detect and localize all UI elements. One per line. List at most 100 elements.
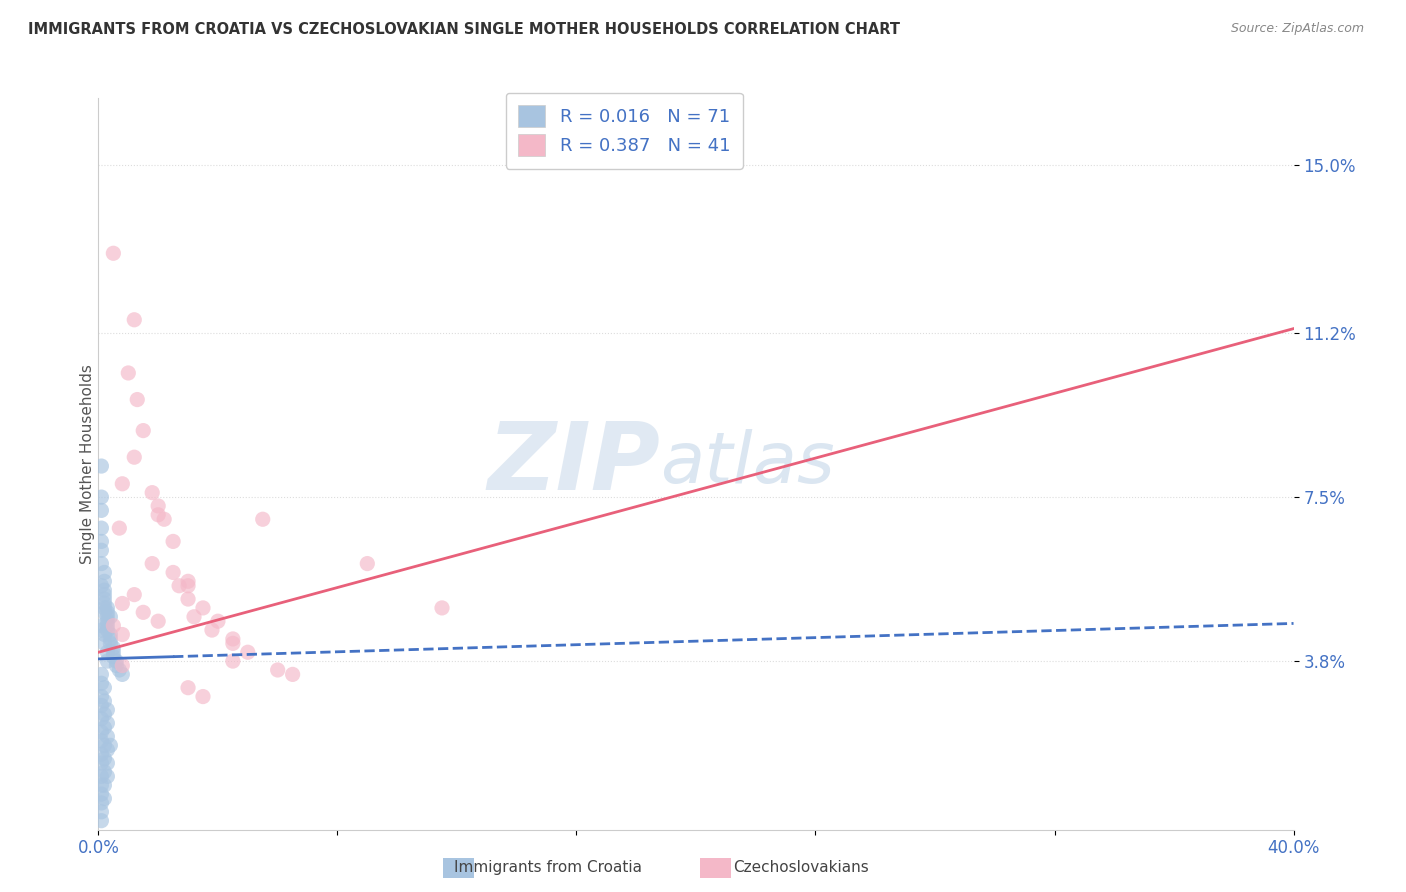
Point xyxy=(108,663,131,677)
Point xyxy=(281,667,304,681)
Point xyxy=(90,667,112,681)
Point xyxy=(117,366,139,380)
Point xyxy=(96,609,118,624)
Point xyxy=(90,787,112,801)
Point xyxy=(90,676,112,690)
Point xyxy=(93,791,115,805)
Point xyxy=(90,690,112,704)
Point xyxy=(96,730,118,744)
Point xyxy=(90,698,112,713)
Point xyxy=(93,574,115,589)
Point xyxy=(93,681,115,695)
Point xyxy=(96,614,118,628)
Point xyxy=(90,534,112,549)
Point xyxy=(90,579,112,593)
Point xyxy=(177,592,200,607)
Point xyxy=(93,566,115,580)
Point xyxy=(90,712,112,726)
Point xyxy=(93,739,115,753)
Point xyxy=(132,424,155,438)
Point xyxy=(90,503,112,517)
Point xyxy=(108,521,131,535)
Point xyxy=(96,601,118,615)
Point xyxy=(148,508,170,522)
Point xyxy=(96,716,118,731)
Point xyxy=(96,645,118,659)
Point xyxy=(207,614,229,628)
Point xyxy=(141,485,163,500)
Point xyxy=(98,632,122,646)
Point xyxy=(103,618,125,632)
Point xyxy=(96,769,118,783)
Point xyxy=(267,663,290,677)
Point xyxy=(96,605,118,619)
Point xyxy=(93,592,115,607)
Point xyxy=(96,654,118,668)
Point xyxy=(90,756,112,770)
Point xyxy=(236,645,259,659)
Point xyxy=(148,499,170,513)
Point xyxy=(105,658,128,673)
Point xyxy=(105,654,128,668)
Point xyxy=(96,703,118,717)
Point xyxy=(141,557,163,571)
Point xyxy=(111,658,134,673)
Point xyxy=(90,623,112,637)
Point xyxy=(252,512,274,526)
Point xyxy=(96,623,118,637)
Point xyxy=(93,721,115,735)
Point xyxy=(132,605,155,619)
Text: IMMIGRANTS FROM CROATIA VS CZECHOSLOVAKIAN SINGLE MOTHER HOUSEHOLDS CORRELATION : IMMIGRANTS FROM CROATIA VS CZECHOSLOVAKI… xyxy=(28,22,900,37)
Point xyxy=(191,690,214,704)
Point xyxy=(93,764,115,779)
Point xyxy=(93,707,115,722)
Point xyxy=(430,601,453,615)
Point xyxy=(111,667,134,681)
Point xyxy=(90,778,112,792)
Text: Source: ZipAtlas.com: Source: ZipAtlas.com xyxy=(1230,22,1364,36)
Point xyxy=(98,739,122,753)
Point xyxy=(93,605,115,619)
Point xyxy=(127,392,149,407)
Point xyxy=(124,312,146,326)
Point xyxy=(90,543,112,558)
Point xyxy=(177,681,200,695)
Point xyxy=(90,769,112,783)
Point xyxy=(183,609,205,624)
Point xyxy=(191,601,214,615)
Point xyxy=(98,636,122,650)
Point xyxy=(148,614,170,628)
Point xyxy=(111,627,134,641)
Text: Czechoslovakians: Czechoslovakians xyxy=(734,861,869,875)
Point xyxy=(90,490,112,504)
Point xyxy=(111,597,134,611)
Point xyxy=(111,476,134,491)
Point xyxy=(93,597,115,611)
Point xyxy=(93,601,115,615)
Y-axis label: Single Mother Households: Single Mother Households xyxy=(80,364,94,564)
Point xyxy=(222,632,245,646)
Point xyxy=(153,512,176,526)
Point xyxy=(124,588,146,602)
Point xyxy=(93,583,115,598)
Text: Immigrants from Croatia: Immigrants from Croatia xyxy=(454,861,643,875)
Point xyxy=(167,579,190,593)
Point xyxy=(356,557,378,571)
Point xyxy=(96,743,118,757)
Point xyxy=(103,640,125,655)
Point xyxy=(98,627,122,641)
Point xyxy=(90,796,112,810)
Text: ZIP: ZIP xyxy=(488,417,661,510)
Point xyxy=(98,609,122,624)
Point xyxy=(177,574,200,589)
Text: atlas: atlas xyxy=(661,429,835,499)
Legend: R = 0.016   N = 71, R = 0.387   N = 41: R = 0.016 N = 71, R = 0.387 N = 41 xyxy=(506,93,742,169)
Point xyxy=(103,645,125,659)
Point xyxy=(222,654,245,668)
Point xyxy=(201,623,224,637)
Point xyxy=(93,694,115,708)
Point xyxy=(103,246,125,260)
Point xyxy=(162,566,184,580)
Point xyxy=(96,756,118,770)
Point xyxy=(90,747,112,762)
